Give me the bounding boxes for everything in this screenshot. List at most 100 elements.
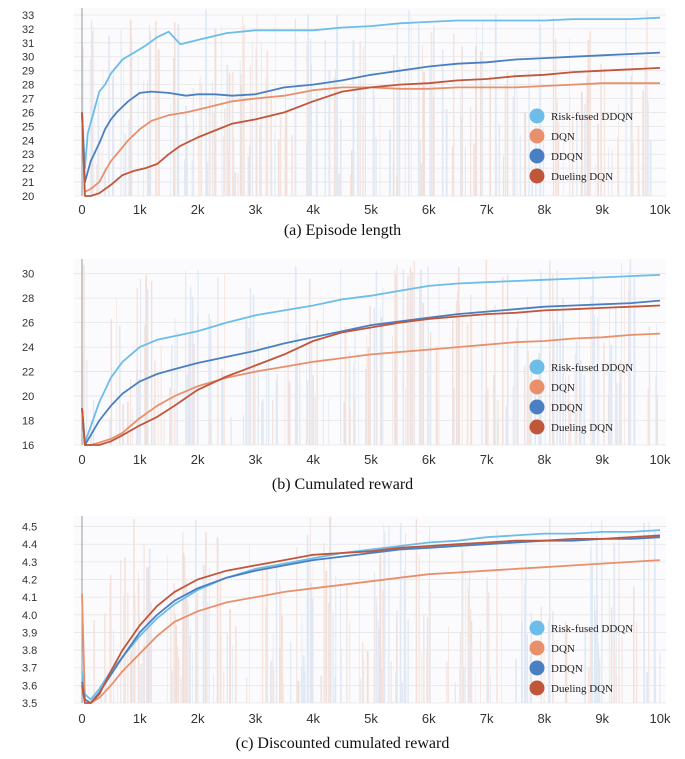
y-tick-label: 4.0 [22,610,37,622]
x-tick-label: 5k [364,452,378,467]
legend-marker [529,680,545,696]
y-tick-label: 24 [22,135,34,147]
legend-marker [529,148,545,164]
y-tick-label: 4.5 [22,522,37,534]
x-tick-label: 1k [133,711,147,726]
legend-label: DQN [551,131,575,143]
x-tick-label: 7k [480,711,494,726]
x-tick-label: 10k [650,711,671,726]
legend-label: DQN [551,382,575,394]
x-tick-label: 6k [422,202,436,217]
x-tick-label: 1k [133,452,147,467]
legend-marker [529,419,545,435]
legend-label: Dueling DQN [551,683,613,695]
y-tick-label: 20 [22,391,34,403]
legend-marker [529,379,545,395]
y-tick-label: 28 [22,293,34,305]
legend-label: DDQN [551,663,583,675]
x-tick-label: 9k [595,711,609,726]
legend-marker [529,359,545,375]
y-tick-label: 24 [22,342,34,354]
legend-label: Risk-fused DDQN [551,362,633,374]
legend-marker [529,620,545,636]
y-tick-label: 29 [22,66,34,78]
y-tick-label: 20 [22,191,34,203]
x-tick-label: 3k [249,202,263,217]
x-tick-label: 7k [480,202,494,217]
series-line-dueling-dqn [81,67,661,197]
x-tick-label: 5k [364,711,378,726]
plot-area [74,8,666,196]
x-tick-label: 2k [191,711,205,726]
series-line-ddqn [81,51,661,184]
x-tick-label: 0 [78,711,85,726]
chart-cumulated-reward: 16 18 20 22 24 26 28 30 0 1k 2k 3k 4k 5k 6k 7k 8k 9k 10k Ri… [22,259,671,467]
x-tick-label: 4k [306,452,320,467]
y-tick-label: 3.7 [22,663,37,675]
x-tick-label: 3k [249,452,263,467]
y-tick-label: 22 [22,367,34,379]
legend-label: DDQN [551,151,583,163]
y-tick-label: 30 [22,52,34,64]
y-tick-label: 4.3 [22,557,37,569]
legend: Risk-fused DDQN DQN DDQN Dueling DQN [529,108,633,184]
y-tick-label: 16 [22,440,34,452]
y-tick-label: 23 [22,149,34,161]
caption-episode-length: (a) Episode length [283,222,402,239]
legend-label: Dueling DQN [551,171,613,183]
y-tick-label: 26 [22,107,34,119]
y-tick-label: 31 [22,38,34,50]
legend-label: DDQN [551,402,583,414]
legend-label: Risk-fused DDQN [551,111,633,123]
y-tick-label: 4.1 [22,592,37,604]
y-tick-label: 3.5 [22,698,37,710]
x-tick-label: 3k [249,711,263,726]
x-tick-label: 10k [650,452,671,467]
series-line-dqn [81,559,661,704]
legend-marker [529,399,545,415]
x-tick-label: 5k [364,202,378,217]
y-tick-label: 3.9 [22,627,37,639]
legend-marker [529,108,545,124]
series-line-dqn [81,332,661,446]
legend-label: Dueling DQN [551,422,613,434]
y-tick-label: 32 [22,24,34,36]
legend: Risk-fused DDQN DQN DDQN Dueling DQN [529,359,633,435]
caption-cumulated-reward: (b) Cumulated reward [271,476,414,493]
x-tick-label: 4k [306,711,320,726]
series-line-risk-fused-ddqn [81,274,661,444]
x-tick-label: 8k [538,452,552,467]
x-tick-label: 4k [306,202,320,217]
y-tick-label: 22 [22,163,34,175]
x-tick-label: 8k [538,202,552,217]
legend-marker [529,168,545,184]
y-tick-label: 25 [22,121,34,133]
caption-discounted-cumulated-reward: (c) Discounted cumulated reward [235,735,450,752]
legend: Risk-fused DDQN DQN DDQN Dueling DQN [529,620,633,696]
x-tick-label: 7k [480,452,494,467]
series-line-dueling-dqn [81,534,661,704]
chart-discounted-cumulated-reward: 3.5 3.6 3.7 3.8 3.9 4.0 4.1 4.2 4.3 4.4 4.5 0 1k 2k 3k… [22,516,671,726]
series-line-dqn [81,82,660,193]
x-tick-label: 0 [78,452,85,467]
y-tick-label: 27 [22,94,34,106]
y-tick-label: 30 [22,269,34,281]
legend-marker [529,128,545,144]
x-tick-label: 6k [422,452,436,467]
y-tick-label: 33 [22,10,34,22]
y-tick-label: 28 [22,80,34,92]
y-tick-label: 4.2 [22,575,37,587]
x-tick-label: 1k [133,202,147,217]
x-tick-label: 9k [595,202,609,217]
y-tick-label: 3.8 [22,645,37,657]
y-tick-label: 18 [22,416,34,428]
series-line-risk-fused-ddqn [81,16,661,170]
legend-label: Risk-fused DDQN [551,623,633,635]
y-tick-label: 26 [22,318,34,330]
x-tick-label: 0 [78,202,85,217]
x-tick-label: 6k [422,711,436,726]
x-tick-label: 10k [650,202,671,217]
legend-marker [529,640,545,656]
